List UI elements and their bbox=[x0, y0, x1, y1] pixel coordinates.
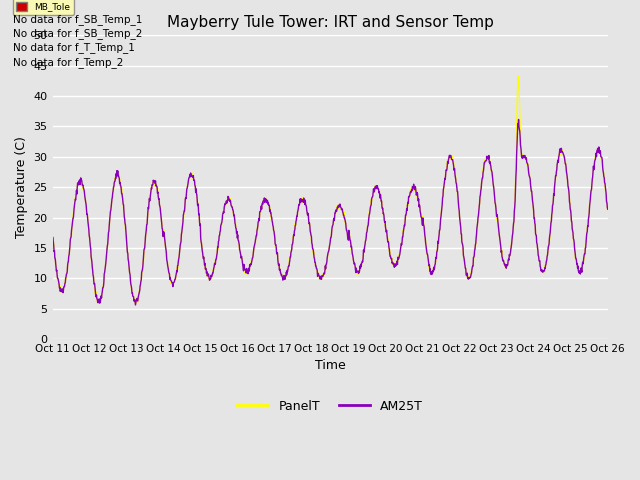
X-axis label: Time: Time bbox=[315, 360, 346, 372]
Text: No data for f_SB_Temp_1: No data for f_SB_Temp_1 bbox=[13, 13, 142, 24]
Text: No data for f_SB_Temp_2: No data for f_SB_Temp_2 bbox=[13, 28, 142, 39]
Y-axis label: Temperature (C): Temperature (C) bbox=[15, 136, 28, 238]
Legend: PanelT, AM25T: PanelT, AM25T bbox=[232, 395, 428, 418]
Title: Mayberry Tule Tower: IRT and Sensor Temp: Mayberry Tule Tower: IRT and Sensor Temp bbox=[166, 15, 493, 30]
Text: No data for f_T_Temp_1: No data for f_T_Temp_1 bbox=[13, 42, 134, 53]
Text: No data for f_Temp_2: No data for f_Temp_2 bbox=[13, 57, 123, 68]
